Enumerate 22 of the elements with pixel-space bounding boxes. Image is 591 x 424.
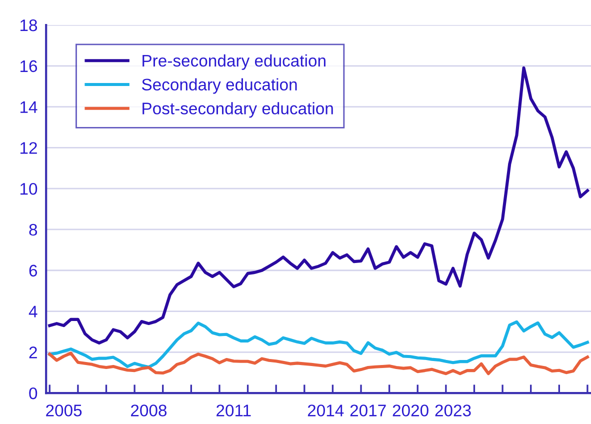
x-tick-label: 2014 <box>308 404 344 416</box>
y-tick-label: 14 <box>20 101 38 113</box>
x-tick-label: 2011 <box>216 404 251 416</box>
legend-label: Pre-secondary education <box>142 54 326 70</box>
x-tick-label: 2020 <box>392 404 428 416</box>
y-tick-label: 16 <box>20 60 38 72</box>
x-tick-label: 2008 <box>131 404 167 416</box>
legend-label: Secondary education <box>142 78 297 94</box>
y-tick-label: 12 <box>20 142 37 154</box>
y-tick-label: 0 <box>29 387 38 400</box>
x-tick-label: 2023 <box>435 404 471 416</box>
y-tick-label: 8 <box>29 224 38 236</box>
x-tick-label: 2005 <box>46 404 82 416</box>
legend-label: Post-secondary education <box>142 102 333 118</box>
y-tick-label: 4 <box>28 306 38 318</box>
line-series <box>48 352 589 376</box>
x-tick-label: 2017 <box>350 404 386 416</box>
y-tick-label: 10 <box>20 182 38 195</box>
y-tick-label: 18 <box>20 19 38 32</box>
y-tick-label: 6 <box>29 264 38 277</box>
line-series <box>48 320 589 369</box>
y-tick-label: 2 <box>29 346 37 358</box>
